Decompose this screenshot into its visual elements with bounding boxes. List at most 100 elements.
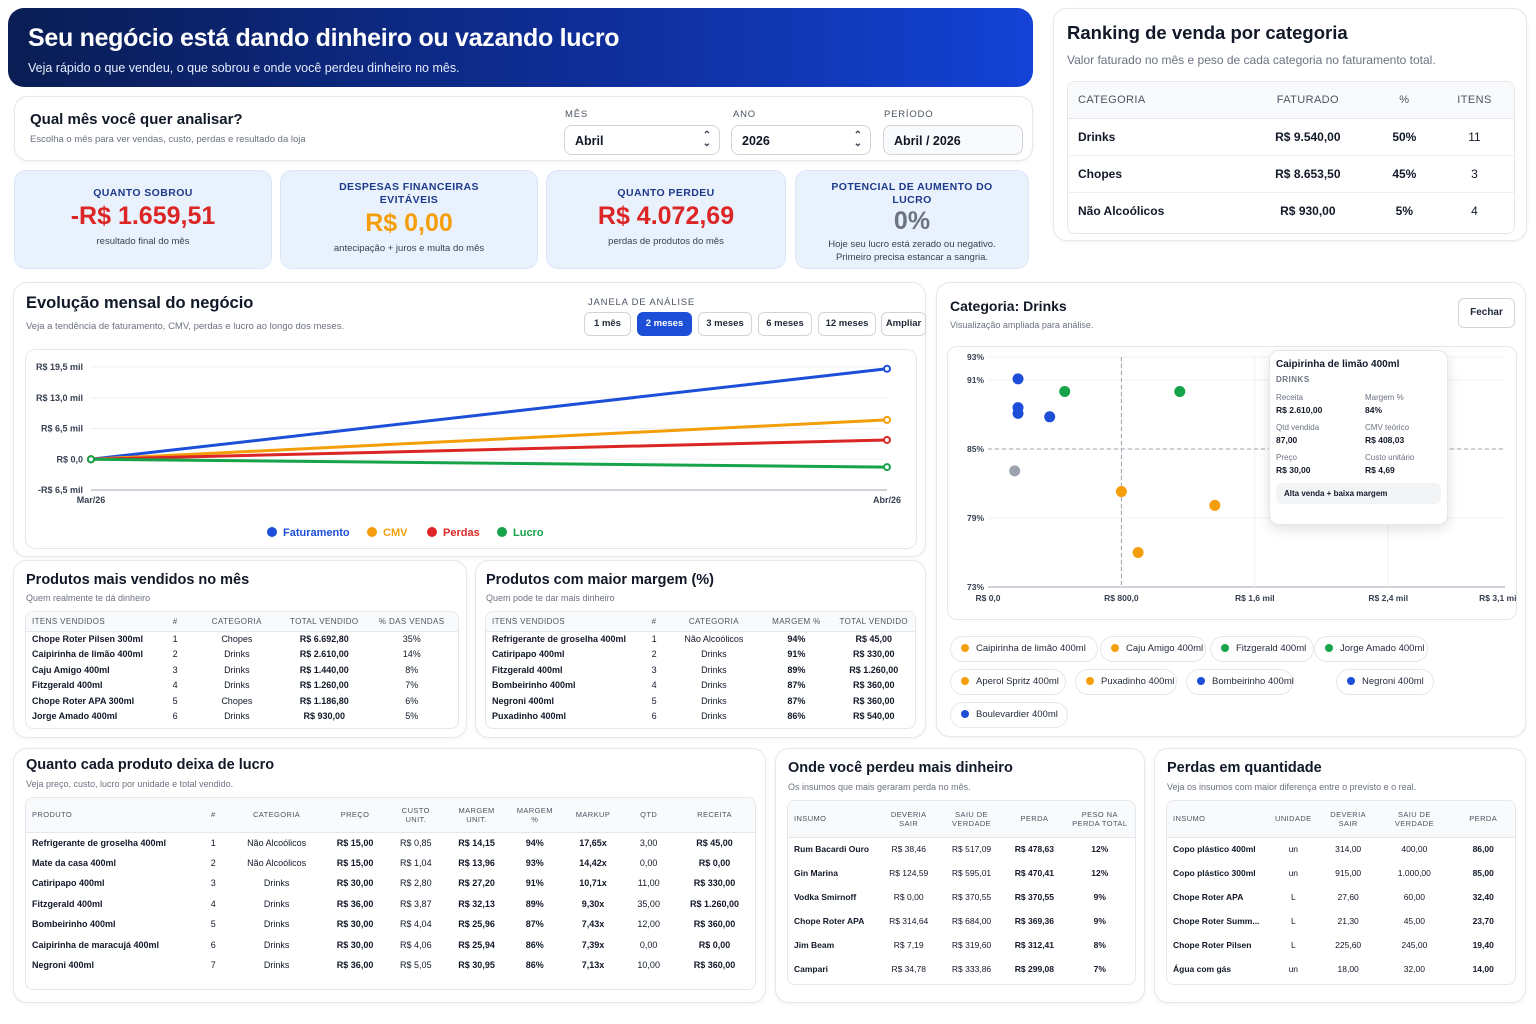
scatter-point[interactable] [1009,465,1021,477]
legend-chip[interactable]: Puxadinho 400ml [1075,669,1177,695]
table-cell: 225,60 [1335,940,1362,950]
y-tick-label: R$ 13,0 mil [36,393,83,403]
tooltip-title: Caipirinha de limão 400ml [1276,359,1400,370]
series-point [883,463,891,472]
window-1-month-button[interactable]: 1 mês [584,312,631,336]
table-row: Campari R$ 34,78 R$ 333,86 R$ 299,08 7% [788,957,1135,981]
table-cell: 3 [1471,166,1478,181]
legend-chip[interactable]: Jorge Amado 400ml [1314,636,1428,662]
tooltip-field: Custo unitário R$ 4,69 [1365,453,1454,475]
legend-chip[interactable]: Negroni 400ml [1336,669,1434,695]
table-cell: Caipirinha de maracujá 400ml [32,939,160,950]
ranking-title: Ranking de venda por categoria [1067,22,1348,43]
table-cell: 12,00 [637,919,660,930]
legend-label: Aperol Spritz 400ml [976,676,1059,687]
table-cell: Chope Roter APA 300ml [32,695,135,706]
tooltip-field-label: CMV teórico [1365,423,1410,432]
window-12-months-button[interactable]: 12 meses [818,312,876,336]
table-cell: 6% [405,695,419,706]
x-tick-label: R$ 1,6 mil [1235,593,1275,603]
table-cell: R$ 360,00 [852,695,895,706]
scatter-point[interactable] [1174,386,1186,397]
table-cell: Drinks [701,711,727,722]
window-2-months-button[interactable]: 2 meses [637,312,692,336]
legend-label: Fitzgerald 400ml [1236,643,1307,654]
month-label: MÊS [565,109,588,120]
tooltip-fields: Receita R$ 2.610,00 Margem % 84% Qtd vendida… [1276,393,1441,475]
y-tick-label: 73% [967,582,984,592]
period-value: Abril / 2026 [894,134,961,148]
table-cell: 5 [172,695,178,706]
col-header: TOTAL VENDIDO [283,612,366,632]
col-header: PESO NA PERDA TOTAL [1064,801,1135,838]
table-row: Fitzgerald 400ml 3 Drinks 89% R$ 1.260,00 [486,662,915,678]
table-cell: 6 [172,711,178,722]
legend-chip[interactable]: Caju Amigo 400ml [1100,636,1206,662]
table-cell: 32,00 [1403,964,1425,974]
table-cell: 23,70 [1472,916,1494,926]
tooltip-field-label: Receita [1276,393,1304,402]
kpi-desc: perdas de produtos do mês [608,236,724,247]
kpi-desc-line2: Primeiro precisa estancar a sangria. [835,252,989,263]
close-button[interactable]: Fechar [1458,298,1515,328]
legend-label: Lucro [513,527,544,539]
col-header: MARGEM % [760,612,833,632]
table-cell: R$ 319,60 [951,940,992,950]
table-cell: 86% [525,939,544,950]
table-cell: Drinks [263,960,290,971]
table-cell: Catiripapo 400ml [492,649,565,660]
scatter-point[interactable] [1012,407,1024,419]
scatter-point[interactable] [1132,547,1144,558]
x-tick-label: R$ 0,0 [975,593,1000,603]
table-cell: 60,00 [1403,892,1425,902]
col-header: INSUMO [1167,801,1268,838]
legend-label: Faturamento [283,527,350,539]
year-select[interactable]: 2026 ⌃ ⌄ [731,125,871,155]
legend-swatch [961,710,969,718]
table-cell: 5% [1395,203,1414,218]
col-header: RECEITA [674,798,755,833]
window-6-months-button[interactable]: 6 meses [758,312,812,336]
table-cell: R$ 595,01 [951,868,992,878]
col-header: ITENS [1435,82,1514,119]
legend-chip[interactable]: Fitzgerald 400ml [1210,636,1314,662]
legend-label: Jorge Amado 400ml [1340,643,1425,654]
table-row: Refrigerante de groselha 400ml 1 Não Alcoó… [486,631,915,647]
col-header: CATEGORIA [1068,82,1242,119]
losses-money-table: INSUMO DEVERIA SAIR SAIU DE VERDADE PERDA PE… [787,800,1136,985]
table-cell: Drinks [701,664,727,675]
table-row: Jorge Amado 400ml 6 Drinks R$ 930,00 5% [26,709,458,725]
table-row: Água com gás un 18,00 32,00 14,00 [1167,957,1515,981]
window-3-months-button[interactable]: 3 meses [698,312,752,336]
table-cell: Não Alcoólicos [684,634,744,644]
profit-title: Quanto cada produto deixa de lucro [26,757,275,773]
table-cell: 45,00 [1403,916,1425,926]
table-cell: R$ 312,41 [1014,940,1055,950]
scatter-point[interactable] [1044,411,1056,423]
table-cell: R$ 8.653,50 [1275,166,1341,181]
table-cell: Drinks [701,680,727,691]
legend-chip[interactable]: Caipirinha de limão 400ml [950,636,1098,662]
table-cell: 87% [787,695,806,706]
scatter-point[interactable] [1115,486,1127,498]
table-cell: R$ 4,06 [400,939,432,950]
month-select[interactable]: Abril ⌃ ⌄ [564,125,720,155]
table-cell: Chope Roter APA [1173,892,1244,902]
table-cell: Chopes [1078,166,1123,181]
table-cell: R$ 370,55 [951,892,992,902]
legend-chip[interactable]: Aperol Spritz 400ml [950,669,1066,695]
scatter-point[interactable] [1059,386,1071,397]
table-cell: 18,00 [1337,964,1359,974]
table-cell: 91% [787,649,806,660]
table-cell: R$ 540,00 [852,711,895,722]
col-header: QTD [623,798,674,833]
legend-chip[interactable]: Boulevardier 400ml [950,702,1068,728]
col-header: INSUMO [788,801,879,838]
profit-subtitle: Veja preço, custo, lucro por unidade e t… [26,779,234,789]
table-cell: 10,71x [579,878,607,889]
top-margin-card: Produtos com maior margem (%) Quem pode … [475,560,926,738]
scatter-point[interactable] [1209,499,1221,511]
scatter-point[interactable] [1012,373,1024,385]
expand-button[interactable]: Ampliar [881,312,926,336]
legend-chip[interactable]: Bombeirinho 400ml [1186,669,1294,695]
